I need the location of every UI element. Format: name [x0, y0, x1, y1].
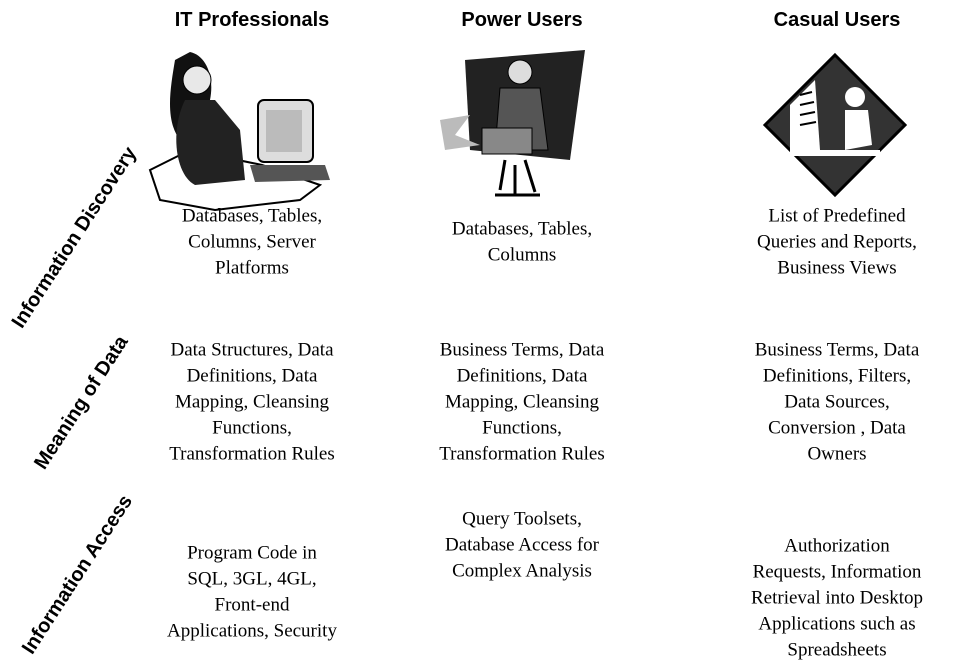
column-header: Casual Users [774, 9, 901, 31]
cell-text: Front-end [215, 594, 290, 615]
cell-text: Complex Analysis [452, 560, 592, 581]
cell-text: SQL, 3GL, 4GL, [187, 568, 316, 589]
row-label: Information Discovery [8, 142, 142, 332]
casual-user-icon [762, 52, 908, 198]
cell-text: Transformation Rules [169, 443, 335, 464]
cell-text: Conversion , Data [768, 417, 906, 438]
cell-text: Columns, Server [188, 231, 316, 252]
power-user-icon [440, 50, 585, 197]
cell-text: Databases, Tables, [182, 205, 322, 226]
cell-text: Retrieval into Desktop [751, 587, 923, 608]
cell-text: Program Code in [187, 542, 317, 563]
cell-text: Mapping, Cleansing [445, 391, 600, 412]
cell-text: Requests, Information [753, 561, 922, 582]
cell-text: Databases, Tables, [452, 218, 592, 239]
cell-text: Functions, [212, 417, 292, 438]
cell-text: Business Terms, Data [440, 339, 605, 360]
row-label: Meaning of Data [30, 331, 133, 473]
cell-text: Columns [488, 244, 557, 265]
cell-text: Queries and Reports, [757, 231, 917, 252]
cell-text: Applications, Security [167, 620, 337, 641]
cell-text: Functions, [482, 417, 562, 438]
column-header: Power Users [461, 9, 582, 31]
column-header: IT Professionals [175, 9, 330, 31]
cell-text: Data Structures, Data [170, 339, 334, 360]
cell-text: Definitions, Data [457, 365, 588, 386]
cell-text: Business Views [777, 257, 896, 278]
it-professional-icon [148, 52, 330, 212]
cell-text: List of Predefined [768, 205, 906, 226]
cell-text: Owners [807, 443, 866, 464]
cell-text: Spreadsheets [787, 639, 886, 660]
row-label: Information Access [18, 491, 137, 658]
cell-text: Business Terms, Data [755, 339, 920, 360]
cell-text: Definitions, Filters, [763, 365, 911, 386]
cell-text: Applications such as [758, 613, 915, 634]
cell-text: Database Access for [445, 534, 600, 555]
cell-text: Definitions, Data [187, 365, 318, 386]
cell-text: Transformation Rules [439, 443, 605, 464]
cell-text: Data Sources, [784, 391, 890, 412]
cell-text: Mapping, Cleansing [175, 391, 330, 412]
cell-text: Authorization [784, 535, 890, 556]
cell-text: Platforms [215, 257, 289, 278]
cell-text: Query Toolsets, [462, 508, 582, 529]
